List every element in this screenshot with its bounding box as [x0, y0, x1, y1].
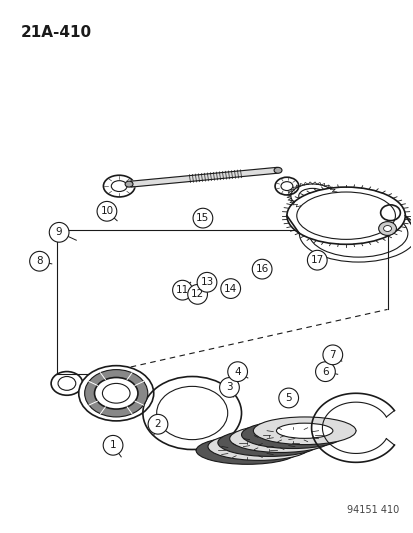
Text: 7: 7	[329, 350, 335, 360]
Text: 10: 10	[100, 206, 113, 216]
Circle shape	[187, 285, 207, 304]
Polygon shape	[131, 167, 276, 187]
Circle shape	[148, 414, 167, 434]
Circle shape	[103, 435, 123, 455]
Ellipse shape	[252, 431, 309, 446]
Circle shape	[219, 377, 239, 397]
Ellipse shape	[78, 366, 153, 421]
Text: 6: 6	[321, 367, 328, 377]
Ellipse shape	[276, 423, 332, 438]
Circle shape	[252, 259, 271, 279]
Text: 3: 3	[225, 383, 232, 392]
Ellipse shape	[103, 175, 135, 197]
Ellipse shape	[102, 383, 130, 403]
Text: 2: 2	[154, 419, 161, 429]
Ellipse shape	[383, 225, 391, 231]
Ellipse shape	[125, 181, 133, 187]
Text: 17: 17	[310, 255, 323, 265]
Ellipse shape	[220, 443, 273, 458]
Text: 94151 410: 94151 410	[346, 505, 399, 515]
Text: 16: 16	[255, 264, 268, 274]
Ellipse shape	[253, 417, 355, 445]
Text: 8: 8	[36, 256, 43, 266]
Ellipse shape	[217, 429, 320, 456]
Circle shape	[315, 362, 335, 382]
Text: 1: 1	[109, 440, 116, 450]
Ellipse shape	[266, 427, 319, 442]
Ellipse shape	[207, 433, 310, 461]
Circle shape	[197, 272, 216, 292]
Circle shape	[307, 251, 326, 270]
Ellipse shape	[273, 167, 281, 173]
Text: 14: 14	[223, 284, 237, 294]
Circle shape	[220, 279, 240, 298]
Ellipse shape	[196, 437, 298, 464]
Text: 12: 12	[190, 289, 204, 300]
Circle shape	[227, 362, 247, 382]
Ellipse shape	[241, 421, 343, 449]
Ellipse shape	[298, 188, 325, 204]
Ellipse shape	[286, 187, 404, 244]
Text: 4: 4	[234, 367, 240, 377]
Circle shape	[322, 345, 342, 365]
Text: 15: 15	[196, 213, 209, 223]
Ellipse shape	[378, 222, 396, 236]
Circle shape	[192, 208, 212, 228]
Ellipse shape	[274, 177, 298, 195]
Circle shape	[97, 201, 116, 221]
Ellipse shape	[229, 425, 332, 453]
Ellipse shape	[230, 439, 287, 454]
Text: 11: 11	[176, 285, 189, 295]
Ellipse shape	[242, 435, 295, 450]
Text: 13: 13	[200, 277, 213, 287]
Circle shape	[30, 252, 49, 271]
Circle shape	[49, 222, 69, 242]
Circle shape	[172, 280, 192, 300]
Ellipse shape	[85, 369, 147, 417]
Text: 5: 5	[285, 393, 291, 403]
Circle shape	[278, 388, 298, 408]
Ellipse shape	[111, 181, 127, 191]
Ellipse shape	[280, 182, 292, 190]
Ellipse shape	[296, 192, 394, 239]
Text: 9: 9	[56, 227, 62, 237]
Ellipse shape	[94, 377, 138, 409]
Text: 21A-410: 21A-410	[21, 25, 91, 41]
